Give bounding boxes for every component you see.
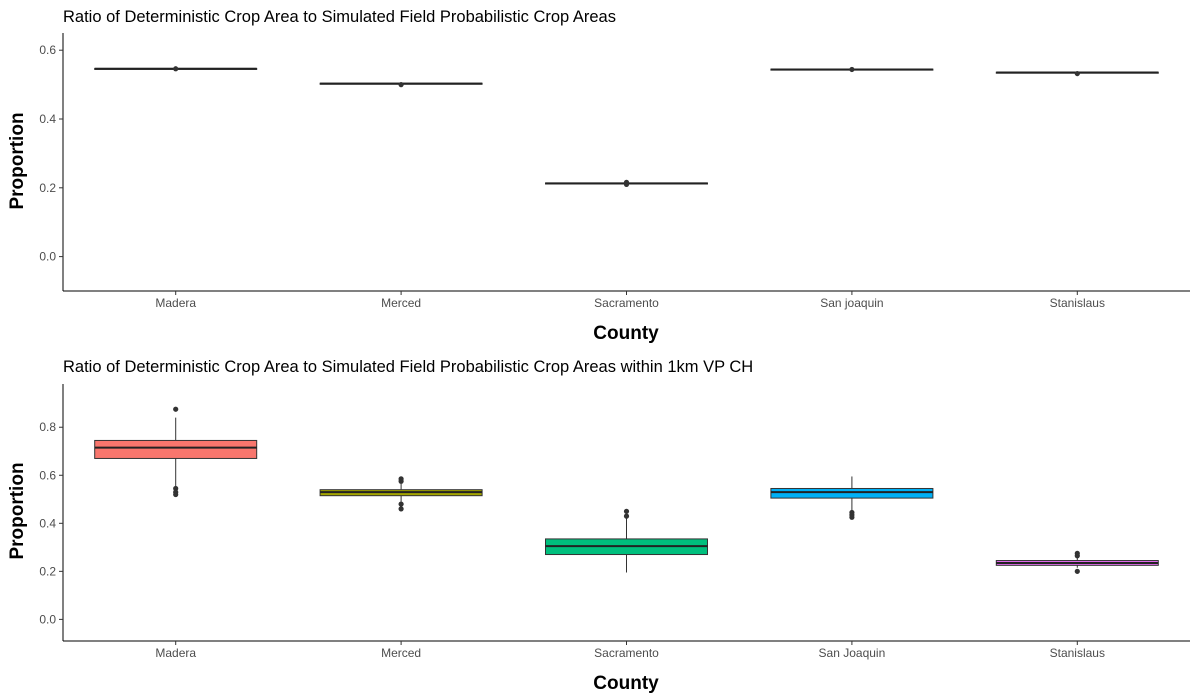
x-tick-label: Stanislaus [1050, 296, 1105, 310]
outlier-point [623, 513, 630, 519]
x-tick-label: San Joaquin [819, 646, 886, 660]
y-tick-label: 0.8 [39, 420, 56, 434]
box-iqr [770, 487, 934, 499]
panel-bottom: Ratio of Deterministic Crop Area to Simu… [7, 358, 1190, 694]
box-madera [94, 66, 258, 72]
outlier-point [1074, 70, 1080, 77]
box-iqr [94, 439, 258, 459]
outlier-point [173, 491, 179, 498]
y-tick-label: 0.2 [39, 564, 56, 578]
outlier-point [398, 501, 404, 507]
outlier-point [623, 179, 630, 185]
box-madera [94, 406, 258, 498]
box-merced [319, 476, 483, 512]
y-axis-title-bottom: Proportion [7, 462, 28, 559]
outlier-point [173, 406, 179, 412]
chart-title-bottom: Ratio of Deterministic Crop Area to Simu… [63, 358, 753, 376]
outlier-point [623, 508, 630, 514]
outlier-point [1074, 568, 1080, 574]
x-tick-label: Madera [155, 296, 196, 310]
outlier-point [398, 82, 404, 88]
y-tick-label: 0.6 [39, 43, 56, 57]
chart-title-top: Ratio of Deterministic Crop Area to Simu… [63, 8, 616, 26]
outlier-point [398, 478, 404, 484]
outlier-point [173, 485, 179, 492]
y-tick-label: 0.4 [39, 516, 56, 530]
x-tick-label: Merced [381, 646, 421, 660]
box-stanislaus [995, 550, 1159, 574]
box-merced [319, 82, 483, 88]
outlier-point [398, 506, 404, 512]
y-tick-label: 0.2 [39, 181, 56, 195]
plot-area-bottom: 0.0 0.2 0.4 0.6 0.8 Madera Merced Sacramento San… [39, 384, 1190, 660]
x-tick-label: Madera [155, 646, 196, 660]
x-axis-title-bottom: County [593, 673, 659, 694]
outlier-point [849, 514, 855, 520]
y-tick-label: 0.4 [39, 112, 56, 126]
y-tick-label: 0.0 [39, 250, 56, 264]
x-tick-label: Sacramento [594, 296, 659, 310]
x-tick-label: Sacramento [594, 646, 659, 660]
panel-top: Ratio of Deterministic Crop Area to Simu… [7, 8, 1190, 344]
y-tick-label: 0.6 [39, 468, 56, 482]
x-tick-label: Merced [381, 296, 421, 310]
box-stanislaus [995, 70, 1159, 77]
box-sacramento [545, 508, 708, 573]
y-axis-title-top: Proportion [7, 112, 28, 209]
x-tick-label: San joaquin [820, 296, 883, 310]
x-axis-title-top: County [593, 323, 659, 344]
outlier-point [849, 66, 855, 73]
outlier-point [1074, 553, 1080, 559]
y-tick-label: 0.0 [39, 612, 56, 626]
box-sacramento [545, 179, 708, 187]
x-tick-label: Stanislaus [1050, 646, 1105, 660]
box-san-joaquin [770, 476, 934, 520]
box-san-joaquin [770, 66, 934, 73]
outlier-point [173, 66, 179, 72]
plot-area-top: 0.0 0.2 0.4 0.6 Madera Merced Sacramento San jo… [39, 33, 1190, 310]
